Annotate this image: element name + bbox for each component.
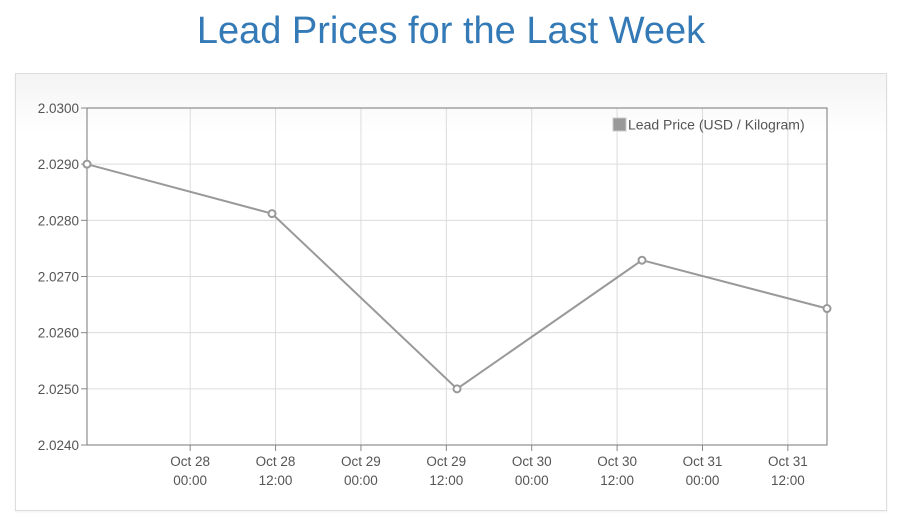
- data-point[interactable]: [82, 159, 92, 169]
- x-tick-label-date: Oct 31: [768, 454, 808, 469]
- x-tick-label-time: 00:00: [515, 473, 549, 488]
- x-tick-label-date: Oct 28: [170, 454, 210, 469]
- x-tick-label-time: 00:00: [344, 473, 378, 488]
- data-point[interactable]: [637, 255, 647, 265]
- x-tick-label-date: Oct 31: [683, 454, 723, 469]
- y-axis-ticks: 2.0240 2.0250 2.0260 2.0270 2.0280 2.0290 2.03…: [38, 101, 87, 453]
- y-tick-label: 2.0290: [38, 157, 79, 172]
- chart-panel: 2.0240 2.0250 2.0260 2.0270 2.0280 2.0290 2.03…: [15, 73, 887, 511]
- y-tick-label: 2.0240: [38, 438, 79, 453]
- series-layer: [82, 159, 832, 394]
- legend-swatch: [612, 117, 627, 132]
- x-tick-label-time: 00:00: [686, 473, 720, 488]
- page-title: Lead Prices for the Last Week: [196, 10, 706, 52]
- line-chart: 2.0240 2.0250 2.0260 2.0270 2.0280 2.0290 2.03…: [38, 101, 832, 488]
- x-tick-label-time: 12:00: [429, 473, 463, 488]
- x-tick-label-date: Oct 30: [512, 454, 552, 469]
- legend: Lead Price (USD / Kilogram): [612, 117, 805, 133]
- x-tick-label-date: Oct 28: [256, 454, 296, 469]
- x-tick-label-time: 12:00: [259, 473, 293, 488]
- y-tick-label: 2.0270: [38, 270, 79, 285]
- y-tick-label: 2.0280: [38, 213, 79, 228]
- y-tick-label: 2.0250: [38, 382, 79, 397]
- x-tick-label-date: Oct 29: [341, 454, 381, 469]
- x-tick-label-date: Oct 29: [426, 454, 466, 469]
- grid-lines: [87, 107, 827, 446]
- x-tick-label-date: Oct 30: [597, 454, 637, 469]
- legend-label: Lead Price (USD / Kilogram): [628, 117, 805, 133]
- y-tick-label: 2.0300: [38, 101, 79, 116]
- x-tick-label-time: 12:00: [600, 473, 634, 488]
- x-tick-label-time: 00:00: [173, 473, 207, 488]
- x-axis-ticks: Oct 28 00:00 Oct 28 12:00 Oct 29 00:00 Oct 29 1…: [170, 445, 808, 488]
- x-tick-label-time: 12:00: [771, 473, 805, 488]
- data-point[interactable]: [452, 384, 462, 394]
- data-point[interactable]: [267, 209, 277, 219]
- data-point[interactable]: [822, 304, 832, 314]
- y-tick-label: 2.0260: [38, 326, 79, 341]
